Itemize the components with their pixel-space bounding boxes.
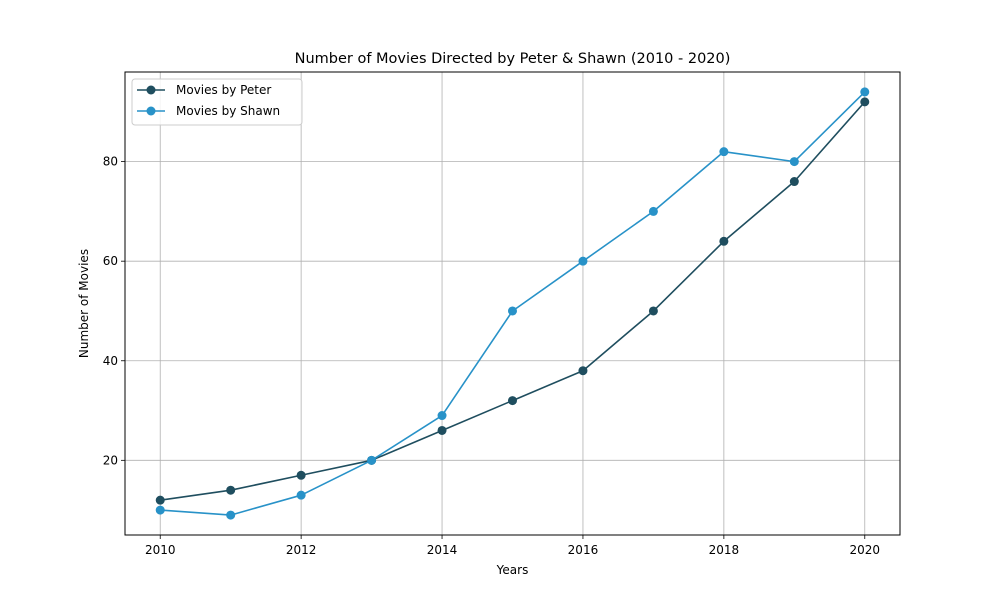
series-1 <box>155 97 870 505</box>
x-tick-label: 2016 <box>568 543 599 557</box>
data-point <box>367 455 377 465</box>
data-point <box>155 495 165 505</box>
data-point <box>226 510 236 520</box>
x-tick-label: 2018 <box>709 543 740 557</box>
y-tick-label: 80 <box>103 155 118 169</box>
legend: Movies by Peter Movies by Shawn <box>131 78 303 126</box>
plot-frame <box>124 71 901 536</box>
x-tick-label: 2010 <box>145 543 176 557</box>
y-tick-label: 60 <box>103 254 118 268</box>
x-axis-label: Years <box>496 563 529 577</box>
data-point <box>789 157 799 167</box>
data-point <box>508 396 517 406</box>
data-point <box>296 490 306 500</box>
data-point <box>719 147 729 157</box>
y-axis-label: Number of Movies <box>77 249 91 358</box>
legend-label: Movies by Shawn <box>176 104 280 118</box>
data-point <box>155 505 165 515</box>
data-point <box>648 206 658 216</box>
data-point <box>508 306 517 316</box>
y-tick-label: 20 <box>103 453 118 467</box>
y-tick-label: 40 <box>103 354 118 368</box>
data-point <box>578 366 588 376</box>
series-2 <box>155 87 870 520</box>
x-tick-label: 2014 <box>427 543 458 557</box>
legend-entry: Movies by Shawn <box>137 104 280 118</box>
data-point <box>296 470 306 480</box>
data-point <box>437 425 447 435</box>
x-tick-label: 2012 <box>286 543 317 557</box>
legend-marker <box>146 106 156 116</box>
y-axis-ticks: 20 40 60 80 <box>103 155 125 467</box>
legend-marker <box>146 85 156 95</box>
x-axis-ticks: 2010 2012 2014 2016 2018 2020 <box>145 535 880 557</box>
legend-entry: Movies by Peter <box>137 83 271 97</box>
data-point <box>719 236 729 246</box>
chart-title: Number of Movies Directed by Peter & Sha… <box>295 51 731 67</box>
data-point <box>578 256 588 266</box>
data-point <box>789 177 799 187</box>
data-point <box>437 411 447 421</box>
data-point <box>226 485 236 495</box>
legend-box <box>131 78 303 126</box>
x-tick-label: 2020 <box>849 543 880 557</box>
data-point <box>648 306 658 316</box>
series-line <box>160 91 866 516</box>
legend-label: Movies by Peter <box>176 83 271 97</box>
grid-layer <box>125 72 900 535</box>
data-point <box>860 97 870 107</box>
data-point <box>860 87 870 97</box>
series-layer <box>155 87 870 520</box>
